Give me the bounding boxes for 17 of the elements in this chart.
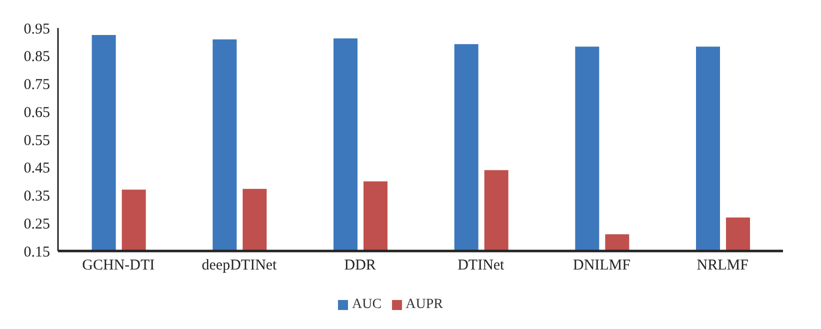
y-tick-label: 0.15 — [24, 244, 50, 260]
y-tick-label: 0.65 — [24, 104, 50, 121]
x-tick-label: NRLMF — [696, 258, 748, 274]
x-tick-label: DDR — [344, 258, 376, 274]
y-tick-label: 0.75 — [24, 77, 50, 94]
y-tick-label: 0.95 — [24, 21, 50, 38]
y-tick-label: 0.85 — [24, 49, 50, 66]
x-tick-label: DTINet — [458, 258, 506, 274]
y-tick-label: 0.25 — [24, 216, 50, 232]
y-tick-label: 0.55 — [24, 132, 50, 149]
y-tick-label: 0.35 — [24, 188, 50, 205]
x-tick-label: DNILMF — [572, 258, 631, 274]
legend-label: AUPR — [406, 297, 443, 312]
x-tick-label: GCHN-DTI — [82, 258, 155, 274]
y-tick-label: 0.45 — [24, 160, 50, 177]
x-tick-label: deepDTINet — [202, 258, 278, 274]
legend-label: AUC — [352, 297, 382, 312]
